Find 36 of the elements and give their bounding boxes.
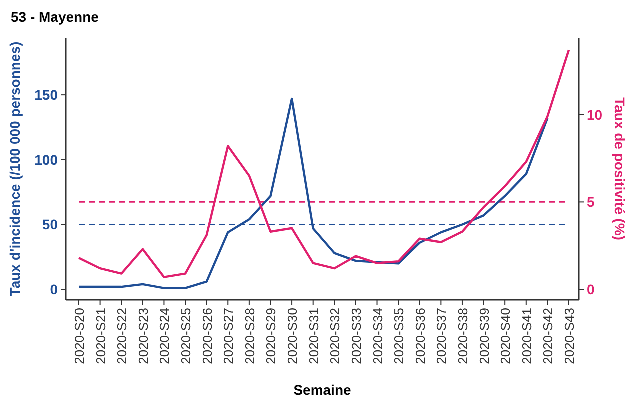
x-tick-label: 2020-S39 (476, 308, 492, 364)
x-tick-label: 2020-S20 (72, 308, 87, 364)
x-tick-label: 2020-S38 (455, 308, 470, 364)
x-tick-label: 2020-S42 (540, 308, 556, 364)
x-tick-label: 2020-S24 (157, 308, 172, 364)
x-tick-label: 2020-S22 (114, 308, 130, 364)
y2-axis-title: Taux de positivité (%) (612, 98, 628, 240)
y-tick-label: 0 (50, 282, 58, 298)
x-tick-label: 2020-S21 (93, 308, 108, 364)
y2-tick-label: 5 (587, 194, 595, 210)
x-tick-label: 2020-S28 (242, 308, 258, 364)
x-tick-label: 2020-S43 (562, 308, 577, 364)
x-tick-label: 2020-S34 (370, 308, 386, 364)
x-tick-label: 2020-S23 (136, 308, 151, 364)
y-tick-label: 100 (34, 152, 58, 168)
chart-title: 53 - Mayenne (11, 9, 100, 25)
x-tick-label: 2020-S36 (412, 308, 428, 364)
x-tick-label: 2020-S33 (348, 308, 364, 364)
x-tick-label: 2020-S26 (200, 308, 215, 364)
x-tick-label: 2020-S35 (392, 308, 407, 364)
y-tick-label: 50 (42, 216, 58, 233)
x-tick-label: 2020-S32 (328, 308, 343, 364)
x-tick-label: 2020-S30 (285, 308, 300, 364)
x-tick-label: 2020-S25 (178, 308, 194, 364)
y2-tick-label: 0 (587, 281, 595, 298)
x-tick-label: 2020-S41 (519, 308, 534, 364)
x-tick-label: 2020-S37 (434, 308, 450, 364)
line-series (78, 49, 570, 278)
y2-tick-label: 10 (587, 106, 603, 123)
y-tick-label: 150 (34, 86, 58, 103)
x-axis-title: Semaine (294, 382, 352, 398)
y-axis-title: Taux d'incidence (/100 000 personnes) (7, 42, 23, 296)
x-tick-label: 2020-S31 (306, 308, 322, 364)
x-tick-label: 2020-S40 (498, 308, 514, 364)
x-tick-label: 2020-S29 (264, 308, 279, 364)
x-tick-label: 2020-S27 (221, 308, 236, 364)
